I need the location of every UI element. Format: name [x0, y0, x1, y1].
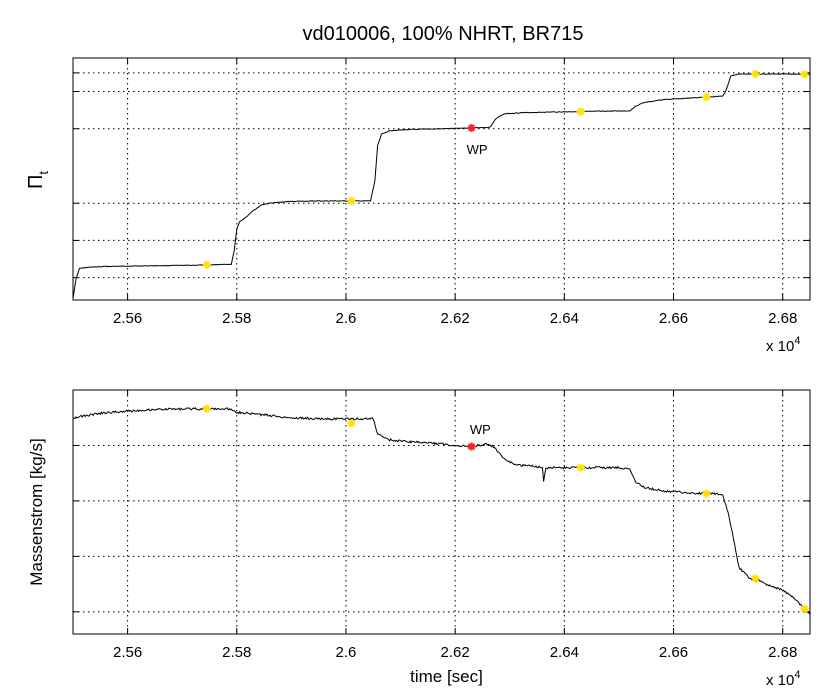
- mass-flow-plot: 2.56 2.58 2.6 2.62 2.64 2.66 2.68 x 104 Massenst…: [27, 389, 811, 689]
- axes-frame: [72, 57, 811, 301]
- x-tick-label: 2.66: [659, 310, 688, 327]
- x-tick-label: 2.66: [659, 644, 688, 661]
- sample-point-marker: [751, 574, 760, 583]
- sample-point-marker: [576, 107, 585, 116]
- x-tick-label: 2.68: [768, 644, 797, 661]
- x-multiplier-label: x 104: [766, 669, 800, 689]
- operating-point-marker: [467, 442, 476, 451]
- y-axis-label: Πt: [25, 171, 51, 189]
- sample-point-marker: [202, 404, 211, 413]
- x-multiplier-label: x 104: [766, 335, 800, 355]
- x-tick-label: 2.62: [441, 310, 470, 327]
- wp-annotation: WP: [470, 422, 491, 437]
- x-tick-label: 2.56: [113, 644, 142, 661]
- sample-point-marker: [702, 93, 711, 102]
- y-axis-label: Massenstrom [kg/s]: [27, 438, 46, 585]
- x-tick-label: 2.58: [222, 644, 251, 661]
- sample-point-marker: [347, 419, 356, 428]
- x-tick-label: 2.6: [336, 644, 357, 661]
- sample-point-marker: [347, 196, 356, 205]
- x-tick-label: 2.58: [222, 310, 251, 327]
- sample-point-marker: [751, 70, 760, 79]
- x-tick-label: 2.56: [113, 310, 142, 327]
- sample-point-marker: [202, 261, 211, 270]
- wp-annotation: WP: [467, 142, 488, 157]
- x-tick-label: 2.64: [550, 310, 579, 327]
- figure-title: vd010006, 100% NHRT, BR715: [303, 23, 584, 45]
- operating-point-marker: [467, 123, 476, 132]
- sample-point-marker: [800, 605, 809, 614]
- pressure-ratio-plot: 2.56 2.58 2.6 2.62 2.64 2.66 2.68 x 104 Πt WP: [25, 57, 811, 355]
- sample-point-marker: [702, 489, 711, 498]
- sample-point-marker: [800, 70, 809, 79]
- series-line: [73, 73, 810, 299]
- x-tick-label: 2.6: [336, 310, 357, 327]
- x-tick-label: 2.68: [768, 310, 797, 327]
- x-tick-label: 2.62: [441, 644, 470, 661]
- x-tick-label: 2.64: [550, 644, 579, 661]
- axes-frame: [72, 389, 811, 635]
- x-axis-label: time [sec]: [410, 667, 483, 686]
- series-line: [73, 406, 810, 615]
- sample-point-marker: [576, 463, 585, 472]
